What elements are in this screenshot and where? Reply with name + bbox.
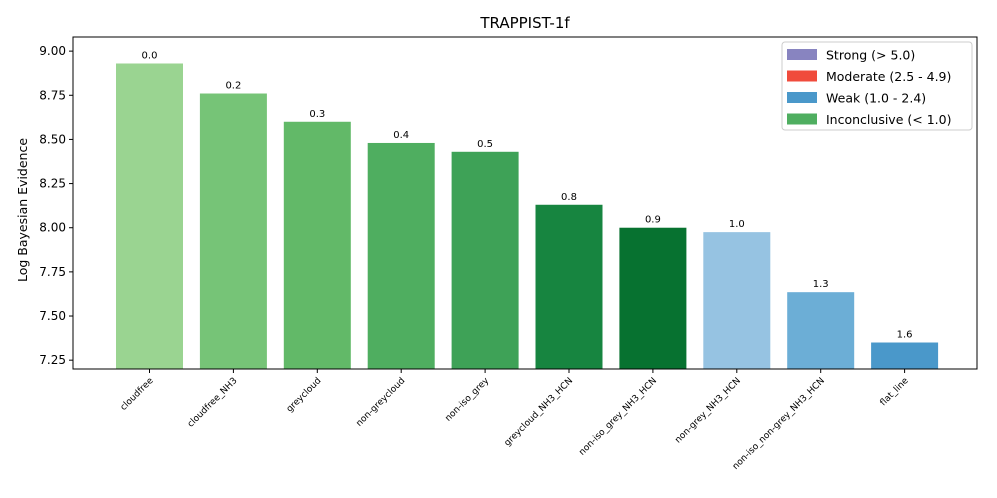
data-label-non-iso_grey_NH3_HCN: 0.9 [645, 215, 661, 226]
bar-non-iso_grey_NH3_HCN [619, 227, 687, 369]
bar-greycloud_NH3_HCN [535, 204, 603, 369]
plot-frame [72, 36, 978, 370]
data-label-non-iso_grey: 0.5 [477, 139, 493, 150]
legend-entry-label: Strong (> 5.0) [826, 48, 915, 63]
bar-cloudfree_NH3 [199, 93, 267, 370]
y-tick-label: 7.50 [39, 309, 66, 323]
data-label-cloudfree_NH3: 0.2 [225, 81, 241, 92]
data-label-non-greycloud: 0.4 [393, 130, 409, 141]
y-axis-label: Log Bayesian Evidence [15, 138, 30, 282]
y-tick-label: 7.25 [39, 353, 66, 367]
legend: Strong (> 5.0) Moderate (2.5 - 4.9) Weak (… [781, 41, 973, 131]
bars-group [116, 63, 939, 370]
x-tick-label-non-grey_NH3_HCN: non-grey_NH3_HCN [673, 376, 742, 445]
bar-non-grey_NH3_HCN [703, 232, 771, 369]
y-tick-label: 8.25 [39, 177, 66, 191]
bar-non-iso_grey [451, 151, 519, 369]
legend-entry-label: Moderate (2.5 - 4.9) [826, 69, 951, 84]
chart-title: TRAPPIST-1f [479, 14, 570, 32]
x-tick-label-greycloud: greycloud [285, 376, 324, 415]
y-tick-label: 8.00 [39, 221, 66, 235]
data-label-cloudfree: 0.0 [142, 50, 158, 61]
x-tick-label-non-greycloud: non-greycloud [355, 376, 408, 429]
legend-swatch [787, 70, 817, 82]
legend-swatch [787, 49, 817, 60]
y-tick-label: 9.00 [39, 44, 66, 58]
x-tick-label-flat_line: flat_line [879, 376, 911, 408]
bar-non-greycloud [367, 142, 435, 369]
data-label-non-grey_NH3_HCN: 1.0 [729, 219, 745, 230]
data-labels-group: 0.0 0.2 0.3 0.4 0.5 0.8 0.9 1.0 1.3 1.6 [142, 50, 913, 340]
legend-swatch [787, 92, 817, 103]
x-tick-label-cloudfree: cloudfree [119, 376, 156, 413]
legend-box [781, 41, 973, 131]
data-label-greycloud: 0.3 [309, 109, 325, 120]
bar-greycloud [283, 121, 351, 369]
legend-entry-label: Weak (1.0 - 2.4) [826, 91, 926, 106]
x-tick-label-non-iso_grey: non-iso_grey [444, 376, 492, 424]
data-label-flat_line: 1.6 [897, 330, 913, 341]
x-tick-label-cloudfree_NH3: cloudfree_NH3 [186, 376, 240, 430]
y-axis: 7.25 7.50 7.75 8.00 8.25 8.50 8.75 9.00 [39, 44, 73, 367]
x-tick-label-non-iso_grey_NH3_HCN: non-iso_grey_NH3_HCN [577, 376, 659, 458]
legend-entry-label: Inconclusive (< 1.0) [826, 112, 951, 127]
data-label-greycloud_NH3_HCN: 0.8 [561, 192, 577, 203]
x-tick-label-greycloud_NH3_HCN: greycloud_NH3_HCN [503, 376, 575, 448]
y-tick-label: 8.75 [39, 88, 66, 102]
y-tick-label: 8.50 [39, 132, 66, 146]
bar-flat_line [871, 342, 939, 369]
x-tick-label-non-iso_non-grey_NH3_HCN: non-iso_non-grey_NH3_HCN [731, 376, 827, 472]
legend-swatch [787, 113, 817, 125]
data-label-non-iso_non-grey_NH3_HCN: 1.3 [813, 279, 829, 290]
y-tick-label: 7.75 [39, 265, 66, 279]
x-axis: cloudfree cloudfree_NH3 greycloud non-greyc… [119, 369, 911, 472]
bar-cloudfree [116, 63, 183, 370]
bar-non-iso_non-grey_NH3_HCN [787, 292, 855, 369]
